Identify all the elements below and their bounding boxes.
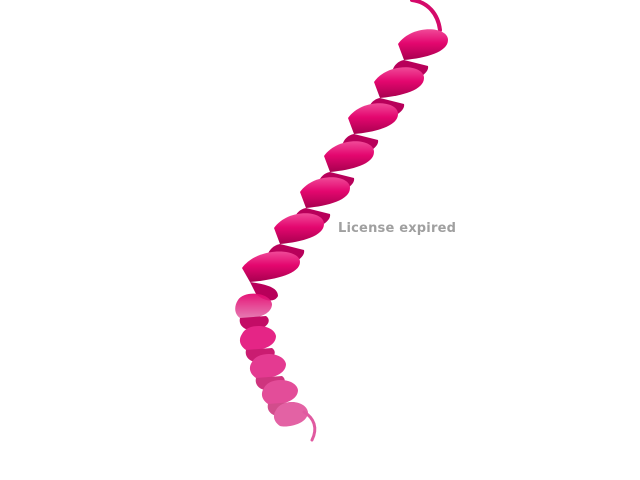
license-expired-watermark: License expired xyxy=(338,221,457,236)
n-terminal-coil xyxy=(410,0,442,32)
upper-helix-turns xyxy=(242,29,448,301)
c-terminal-coil xyxy=(302,410,317,442)
lower-helix-turns xyxy=(235,293,308,427)
